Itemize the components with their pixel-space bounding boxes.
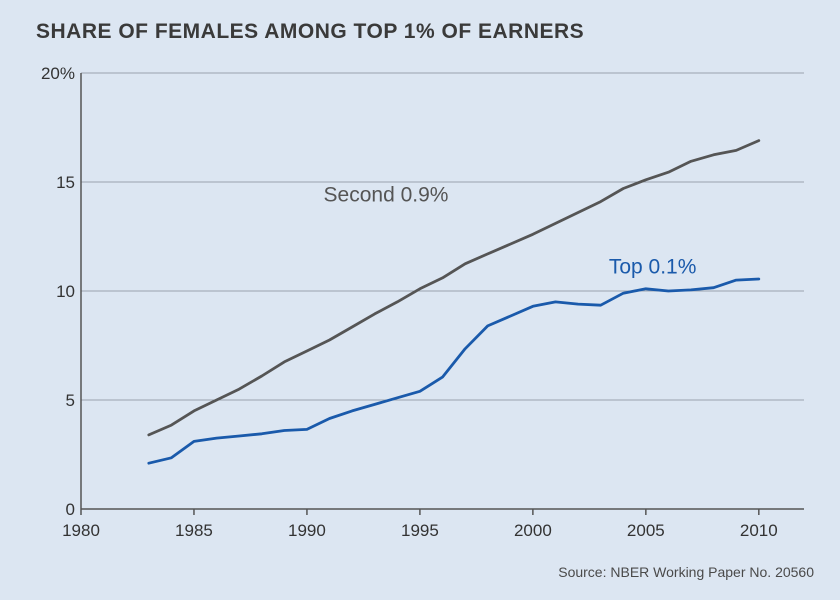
y-tick-label-0: 0 xyxy=(66,500,75,519)
x-tick-label-2005: 2005 xyxy=(627,521,665,540)
series-line-top-0-1 xyxy=(147,277,761,465)
series-label-top-0-1: Top 0.1% xyxy=(609,256,697,279)
chart-title: SHARE OF FEMALES AMONG TOP 1% OF EARNERS xyxy=(36,20,585,43)
series-label-second-0-9: Second 0.9% xyxy=(324,184,449,207)
y-tick-label-10: 10 xyxy=(56,282,75,301)
source-note: Source: NBER Working Paper No. 20560 xyxy=(558,564,814,580)
y-tick-label-5: 5 xyxy=(66,391,75,410)
y-tick-label-15: 15 xyxy=(56,173,75,192)
x-tick-label-2010: 2010 xyxy=(740,521,778,540)
x-tick-label-1995: 1995 xyxy=(401,521,439,540)
y-tick-label-20: 20% xyxy=(41,64,75,83)
x-tick-label-1985: 1985 xyxy=(175,521,213,540)
x-tick-label-1980: 1980 xyxy=(62,521,100,540)
x-tick-label-2000: 2000 xyxy=(514,521,552,540)
x-tick-label-1990: 1990 xyxy=(288,521,326,540)
series-line-second-0-9 xyxy=(147,139,761,437)
